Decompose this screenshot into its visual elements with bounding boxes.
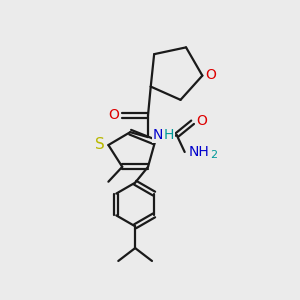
Text: N: N — [153, 128, 163, 142]
Text: H: H — [164, 128, 174, 142]
Text: NH: NH — [188, 145, 209, 159]
Text: O: O — [205, 68, 216, 82]
Text: O: O — [196, 114, 207, 128]
Text: S: S — [94, 136, 104, 152]
Text: 2: 2 — [210, 150, 217, 160]
Text: O: O — [108, 108, 119, 122]
